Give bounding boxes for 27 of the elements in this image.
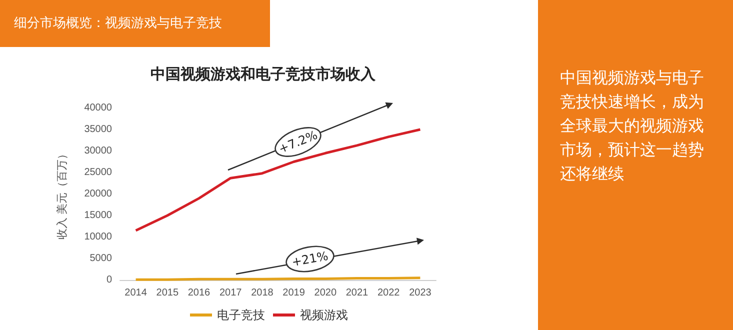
text: 细分市场概览：视频游戏与电子竞技: [0, 0, 270, 47]
y-tick-label: 15000: [84, 210, 112, 221]
x-tick-label: 2017: [219, 288, 242, 298]
legend-label: 视频游戏: [300, 308, 348, 322]
y-axis-title: 收入 美元（百万）: [56, 148, 68, 240]
x-tick-label: 2020: [314, 288, 337, 298]
y-tick-label: 5000: [90, 253, 112, 264]
y-tick-label: 40000: [84, 102, 112, 114]
x-tick-label: 2023: [409, 288, 432, 298]
y-tick-label: 30000: [84, 146, 112, 156]
legend-label: 电子竞技: [217, 308, 265, 322]
x-tick-label: 2015: [156, 288, 179, 298]
y-tick-label: 0: [106, 274, 112, 286]
x-tick-label: 2021: [346, 288, 369, 298]
y-tick-label: 20000: [84, 188, 112, 200]
y-tick-label: 10000: [84, 232, 112, 242]
x-tick-label: 2018: [251, 288, 274, 298]
x-tick-label: 2014: [124, 288, 148, 298]
x-tick-label: 2022: [377, 288, 400, 298]
chart-title: 中国视频游戏和电子竞技市场收入: [150, 65, 376, 83]
text: 中国视频游戏与电子竞技快速增长，成为全球最大的视频游戏市场，预计这一趋势还将继续: [560, 67, 705, 185]
y-tick-label: 25000: [84, 167, 112, 178]
y-tick-label: 35000: [84, 124, 112, 135]
line-series: [134, 128, 422, 232]
x-tick-label: 2016: [188, 288, 211, 298]
x-tick-label: 2019: [282, 288, 306, 298]
annotation: +21%: [290, 248, 330, 270]
